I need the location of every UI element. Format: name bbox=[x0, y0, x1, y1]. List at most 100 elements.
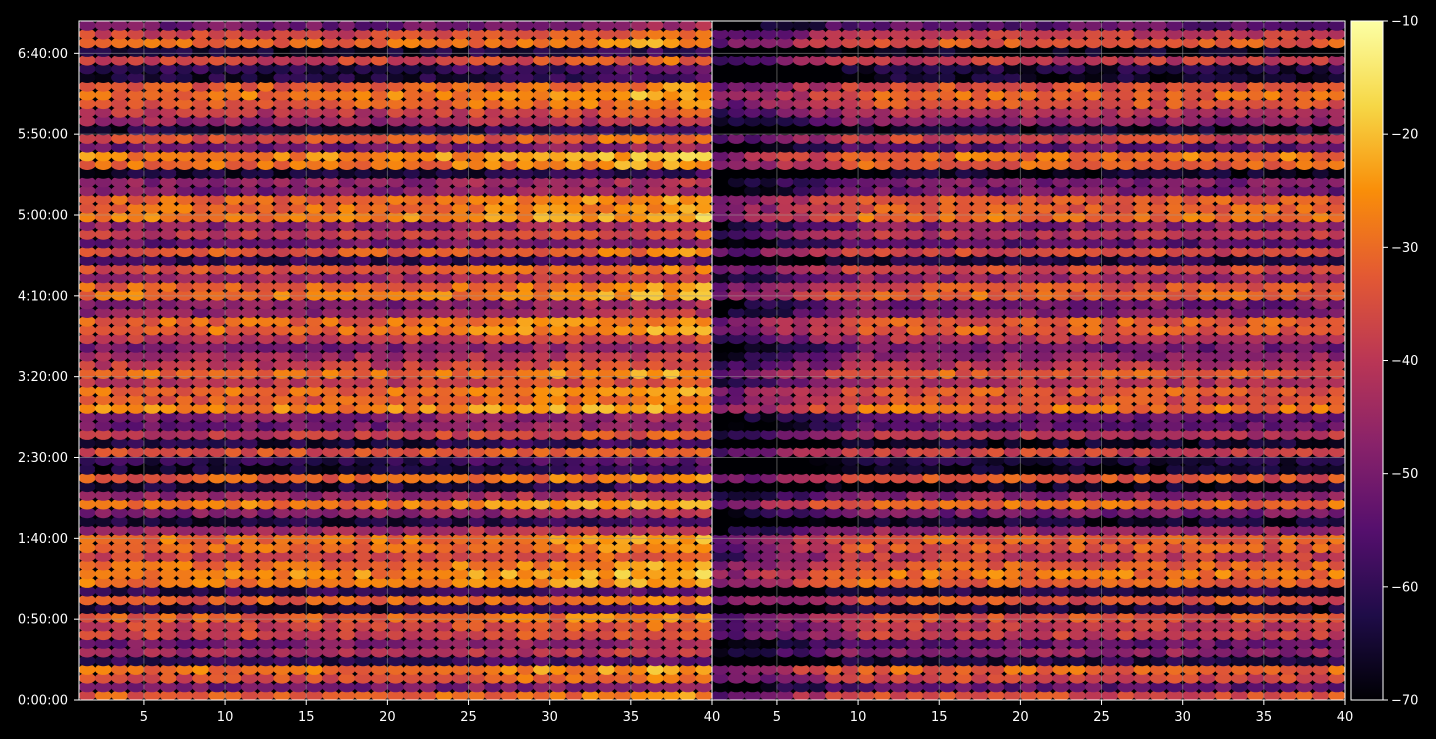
heatmap-cell bbox=[1003, 585, 1021, 597]
heatmap-cell bbox=[159, 263, 177, 275]
heatmap-cell bbox=[273, 37, 291, 49]
heatmap-cell bbox=[1068, 429, 1086, 440]
heatmap-cell bbox=[565, 150, 583, 162]
heatmap-cell bbox=[841, 472, 859, 484]
heatmap-cell bbox=[581, 281, 599, 292]
heatmap-cell bbox=[143, 315, 161, 327]
heatmap-cell bbox=[695, 620, 712, 632]
heatmap-cell bbox=[208, 150, 226, 162]
heatmap-cell bbox=[712, 446, 729, 458]
heatmap-cell bbox=[1182, 568, 1200, 580]
heatmap-cell bbox=[419, 63, 437, 75]
heatmap-cell bbox=[289, 272, 307, 284]
heatmap-cell bbox=[1020, 655, 1037, 667]
heatmap-cell bbox=[727, 333, 745, 345]
heatmap-cell bbox=[435, 185, 453, 197]
heatmap-cell bbox=[176, 629, 193, 641]
heatmap-cell bbox=[305, 542, 323, 554]
heatmap-cell bbox=[565, 46, 583, 57]
heatmap-cell bbox=[938, 490, 956, 501]
heatmap-cell bbox=[387, 376, 404, 388]
heatmap-cell bbox=[841, 463, 859, 475]
heatmap-cell bbox=[305, 115, 323, 127]
heatmap-cell bbox=[451, 594, 469, 606]
heatmap-cell bbox=[1117, 516, 1135, 527]
heatmap-cell bbox=[1214, 359, 1232, 371]
heatmap-cell bbox=[338, 481, 356, 493]
heatmap-cell bbox=[1149, 359, 1167, 371]
heatmap-cell bbox=[1149, 611, 1167, 623]
heatmap-cell bbox=[94, 246, 112, 258]
heatmap-cell bbox=[857, 481, 875, 493]
heatmap-cell bbox=[322, 516, 340, 527]
heatmap-cell bbox=[143, 681, 161, 693]
heatmap-cell bbox=[1003, 507, 1021, 519]
heatmap-cell bbox=[111, 333, 129, 345]
heatmap-cell bbox=[581, 107, 599, 118]
heatmap-cell bbox=[192, 98, 210, 110]
heatmap-cell bbox=[451, 690, 469, 700]
heatmap-cell bbox=[679, 490, 697, 501]
heatmap-cell bbox=[565, 516, 583, 527]
heatmap-cell bbox=[273, 463, 291, 475]
heatmap-cell bbox=[825, 690, 843, 700]
heatmap-cell bbox=[1166, 342, 1184, 353]
heatmap-cell bbox=[955, 446, 973, 458]
heatmap-cell bbox=[451, 507, 469, 519]
heatmap-cell bbox=[744, 533, 762, 545]
heatmap-cell bbox=[500, 542, 518, 554]
heatmap-cell bbox=[338, 620, 356, 632]
heatmap-cell bbox=[695, 281, 712, 292]
heatmap-cell bbox=[127, 37, 145, 49]
heatmap-cell bbox=[159, 211, 177, 223]
heatmap-cell bbox=[127, 315, 145, 327]
heatmap-cell bbox=[322, 629, 340, 641]
heatmap-cell bbox=[1312, 411, 1330, 423]
heatmap-cell bbox=[630, 394, 648, 406]
heatmap-cell bbox=[857, 664, 875, 675]
heatmap-cell bbox=[305, 307, 323, 318]
heatmap-cell bbox=[451, 585, 469, 597]
heatmap-cell bbox=[712, 629, 729, 641]
heatmap-cell bbox=[857, 289, 875, 301]
heatmap-cell bbox=[614, 490, 632, 501]
heatmap-cell bbox=[792, 585, 810, 597]
heatmap-cell bbox=[1133, 298, 1151, 310]
heatmap-cell bbox=[1149, 507, 1167, 519]
heatmap-cell bbox=[598, 481, 615, 493]
heatmap-cell bbox=[176, 638, 193, 649]
heatmap-cell bbox=[143, 542, 161, 554]
heatmap-cell bbox=[1068, 638, 1086, 649]
heatmap-cell bbox=[354, 185, 372, 197]
heatmap-cell bbox=[679, 202, 697, 214]
heatmap-cell bbox=[468, 394, 486, 406]
heatmap-cell bbox=[224, 472, 242, 484]
heatmap-cell bbox=[387, 21, 404, 31]
heatmap-cell bbox=[143, 376, 161, 388]
heatmap-cell bbox=[176, 429, 193, 440]
heatmap-cell bbox=[630, 237, 648, 249]
heatmap-cell bbox=[1133, 490, 1151, 501]
heatmap-cell bbox=[111, 159, 129, 171]
heatmap-cell bbox=[1328, 385, 1345, 397]
heatmap-cell bbox=[1182, 429, 1200, 440]
heatmap-cell bbox=[760, 350, 778, 362]
heatmap-cell bbox=[1052, 559, 1070, 571]
heatmap-cell bbox=[630, 542, 648, 554]
heatmap-cell bbox=[760, 620, 778, 632]
heatmap-cell bbox=[873, 420, 891, 432]
heatmap-cell bbox=[143, 394, 161, 406]
heatmap-cell bbox=[646, 80, 664, 92]
heatmap-cell bbox=[792, 664, 810, 675]
heatmap-cell bbox=[159, 141, 177, 153]
heatmap-cell bbox=[1068, 672, 1086, 684]
heatmap-cell bbox=[1182, 542, 1200, 554]
heatmap-cell bbox=[111, 255, 129, 266]
heatmap-cell bbox=[614, 394, 632, 406]
heatmap-cell bbox=[712, 342, 729, 353]
heatmap-cell bbox=[1198, 481, 1216, 493]
heatmap-cell bbox=[873, 646, 891, 658]
heatmap-cell bbox=[565, 37, 583, 49]
heatmap-cell bbox=[94, 481, 112, 493]
heatmap-cell bbox=[435, 551, 453, 562]
